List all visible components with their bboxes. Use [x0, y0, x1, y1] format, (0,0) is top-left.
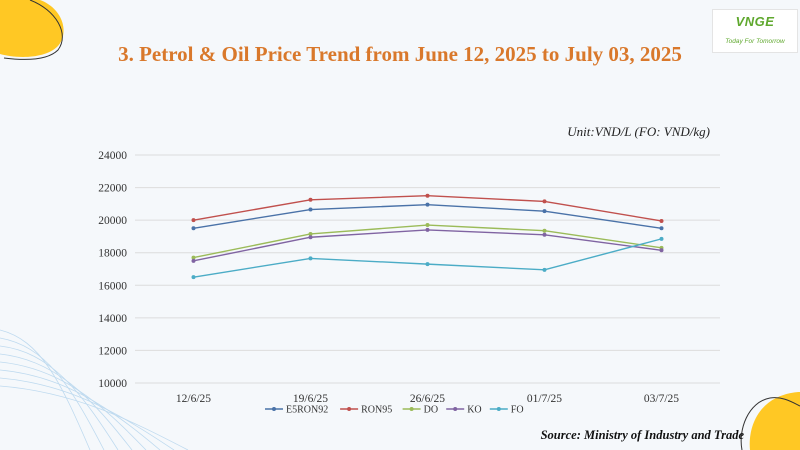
series-line [193, 229, 662, 262]
data-point [659, 226, 664, 231]
x-tick-label: 01/7/25 [527, 393, 562, 405]
y-tick-label: 18000 [98, 248, 127, 260]
data-point [191, 258, 196, 263]
data-point [659, 218, 664, 223]
data-point [659, 236, 664, 241]
legend-marker [496, 407, 501, 411]
bottom-right-corner-decoration [740, 392, 800, 450]
data-point [308, 231, 313, 236]
data-point [308, 197, 313, 202]
data-point [308, 256, 313, 261]
y-tick-label: 24000 [98, 150, 127, 162]
data-point [425, 227, 430, 232]
y-tick-label: 14000 [98, 313, 127, 325]
legend-label: DO [424, 405, 438, 416]
slide-title: 3. Petrol & Oil Price Trend from June 12… [118, 42, 682, 66]
data-point [191, 275, 196, 280]
logo-tagline: Today For Tomorrow [725, 38, 785, 45]
x-tick-label: 03/7/25 [644, 393, 679, 405]
data-point [542, 209, 547, 214]
y-tick-label: 16000 [98, 280, 127, 292]
data-point [542, 267, 547, 272]
legend-marker [409, 407, 414, 411]
data-point [659, 248, 664, 253]
legend-marker [453, 407, 458, 411]
legend-label: KO [467, 405, 481, 416]
company-logo: VNGE Today For Tomorrow [712, 9, 798, 53]
unit-note: Unit:VND/L (FO: VND/kg) [567, 124, 710, 139]
data-point [191, 226, 196, 231]
legend-marker [347, 407, 352, 411]
bottom-left-wave-decoration [0, 329, 189, 450]
y-tick-label: 10000 [98, 378, 127, 390]
legend-label: FO [511, 405, 524, 416]
top-left-corner-decoration [0, 0, 64, 61]
legend-label: E5RON92 [286, 405, 328, 416]
data-point [308, 235, 313, 240]
x-tick-label: 19/6/25 [293, 393, 328, 405]
data-point [425, 262, 430, 267]
y-tick-label: 22000 [98, 183, 127, 195]
legend-marker [272, 407, 276, 411]
legend-label: RON95 [361, 405, 392, 416]
logo-name: VNGE [735, 14, 775, 29]
data-point [425, 193, 430, 198]
x-tick-label: 12/6/25 [176, 393, 211, 405]
source-note: Source: Ministry of Industry and Trade [540, 428, 744, 442]
series-line [193, 238, 662, 278]
data-point [308, 207, 313, 212]
data-point [191, 255, 196, 260]
data-point [542, 232, 547, 237]
data-point [191, 218, 196, 223]
data-point [425, 202, 430, 207]
y-tick-label: 20000 [98, 215, 127, 227]
data-point [542, 199, 547, 204]
data-point [425, 223, 430, 228]
y-tick-label: 12000 [98, 345, 127, 357]
x-tick-label: 26/6/25 [410, 393, 445, 405]
data-point [542, 228, 547, 233]
